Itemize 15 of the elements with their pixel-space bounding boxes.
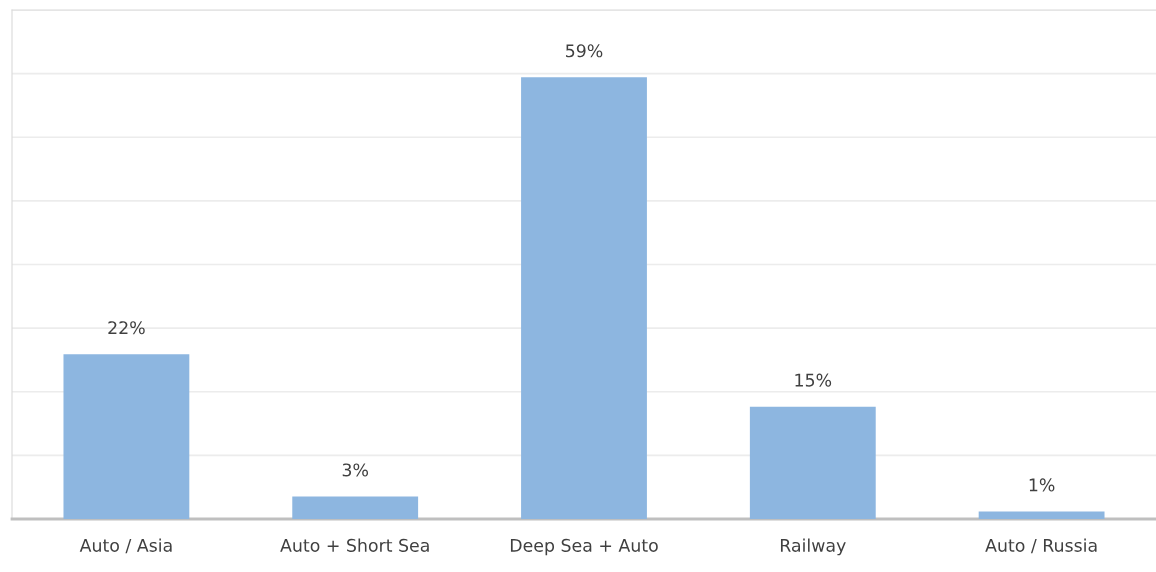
data-label: 1% — [1029, 478, 1055, 492]
x-tick-label: Auto / Asia — [79, 538, 172, 554]
data-label: 3% — [342, 463, 369, 477]
bar — [749, 406, 876, 519]
x-tick-label: Auto / Russia — [985, 538, 1097, 554]
bar — [978, 511, 1105, 519]
x-tick-label: Deep Sea + Auto — [510, 538, 658, 556]
bar — [521, 77, 647, 519]
data-label: 22% — [108, 321, 145, 335]
x-tick-label: Auto + Short Sea — [280, 538, 429, 552]
bar — [292, 496, 419, 519]
x-tick-label: Railway — [780, 538, 846, 556]
data-label: 59% — [566, 44, 603, 58]
data-label: 15% — [795, 373, 832, 387]
bar — [63, 354, 190, 519]
